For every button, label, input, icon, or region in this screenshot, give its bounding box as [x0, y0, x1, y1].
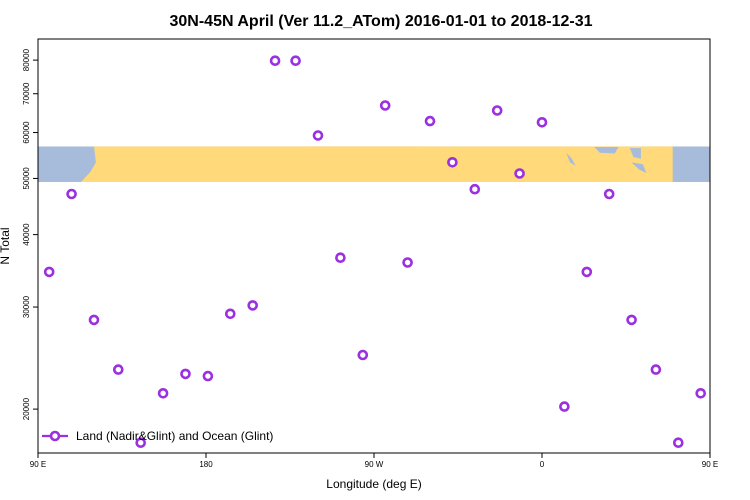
data-point: [66, 188, 77, 200]
data-point: [202, 370, 214, 382]
legend: Land (Nadir&Glint) and Ocean (Glint): [42, 429, 273, 443]
y-tick-label: 30000: [22, 295, 31, 318]
world-map-strip: [38, 146, 710, 182]
data-point: [113, 364, 124, 375]
data-point: [180, 368, 191, 380]
map-landmass: [524, 148, 548, 179]
chart-title: 30N-45N April (Ver 11.2_ATom) 2016-01-01…: [169, 13, 592, 30]
data-point: [88, 314, 100, 326]
map-sea: [631, 162, 647, 174]
data-point: [157, 387, 169, 399]
x-axis: 90 E 180 90 W 0 90 E: [30, 453, 718, 469]
y-tick-label: 40000: [22, 223, 31, 246]
y-tick-label: 20000: [22, 397, 31, 420]
series-points: [43, 55, 707, 449]
map-landmass: [555, 149, 574, 179]
data-point: [650, 364, 662, 375]
y-axis-label: N Total: [0, 227, 12, 264]
data-point: [603, 188, 615, 200]
map-landmass: [525, 176, 563, 182]
y-tick-label: 60000: [22, 121, 31, 144]
x-axis-label: Longitude (deg E): [326, 477, 421, 491]
map-landmass: [103, 157, 111, 174]
data-point: [536, 117, 548, 128]
data-point: [43, 266, 55, 278]
map-landmass: [556, 158, 560, 166]
data-point: [469, 183, 481, 195]
map-landmass: [111, 149, 134, 166]
legend-marker: [49, 430, 61, 442]
legend-label: Land (Nadir&Glint) and Ocean (Glint): [76, 429, 273, 443]
x-tick-label: 90 E: [702, 460, 718, 469]
data-point: [559, 401, 570, 412]
map-land: [80, 146, 673, 182]
data-point: [491, 105, 503, 116]
map-landmass: [308, 146, 421, 182]
data-point: [290, 55, 301, 67]
data-point: [135, 437, 146, 449]
data-point: [335, 252, 346, 264]
data-point: [225, 308, 236, 320]
x-tick-label: 90 W: [365, 460, 384, 469]
y-tick-label: 70000: [22, 82, 31, 105]
y-axis: 20000 30000 40000 50000 60000 70000 80000: [22, 48, 38, 420]
data-point: [626, 314, 637, 326]
x-tick-label: 90 E: [30, 460, 46, 469]
plot-frame: [37, 38, 711, 454]
data-point: [247, 300, 258, 311]
y-tick-label: 80000: [22, 48, 31, 71]
map-landmass: [598, 146, 669, 182]
data-point: [312, 130, 324, 141]
data-point: [672, 437, 684, 449]
map-sea: [629, 148, 641, 159]
x-tick-label: 0: [540, 460, 545, 469]
data-point: [269, 55, 281, 67]
data-point: [379, 100, 391, 111]
x-tick-label: 180: [199, 460, 213, 469]
map-sea: [566, 152, 576, 166]
data-point: [514, 168, 525, 179]
data-point: [402, 257, 413, 268]
data-point: [447, 157, 458, 168]
data-point: [357, 349, 369, 361]
map-landmass: [607, 178, 613, 182]
map-landmass: [579, 160, 587, 177]
data-point: [581, 266, 593, 278]
data-point: [695, 387, 707, 399]
data-point: [424, 115, 436, 127]
map-sea: [594, 147, 619, 154]
y-tick-label: 50000: [22, 167, 31, 190]
